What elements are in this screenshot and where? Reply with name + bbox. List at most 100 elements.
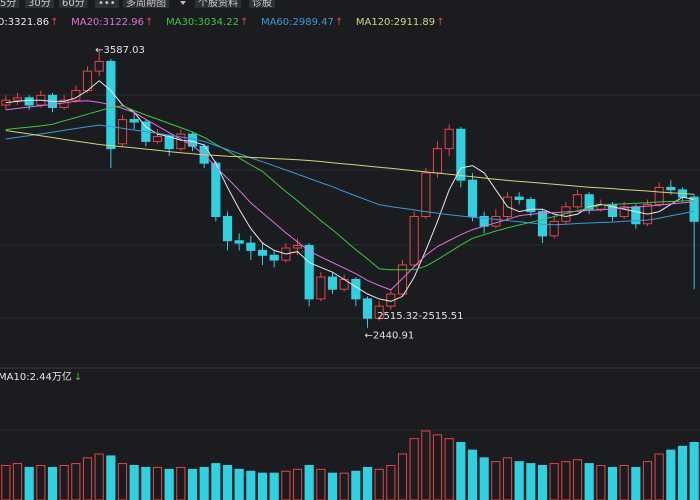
candle-body	[491, 215, 501, 227]
toolbar-button[interactable]: 多周期图	[126, 0, 166, 9]
volume-bar	[292, 468, 303, 500]
volume-bar	[222, 465, 233, 500]
volume-bar	[187, 468, 198, 500]
candle-body	[304, 245, 314, 300]
toolbar-button-bg[interactable]	[95, 0, 119, 8]
volume-bar	[409, 438, 419, 500]
plot: MA10:2.44万亿 ↓ ←3587.03 2515.32-2515.51 ←2440…	[0, 45, 699, 500]
candle-body	[12, 97, 23, 101]
volume-bar	[397, 453, 408, 500]
toolbar-button-bg[interactable]	[59, 0, 88, 8]
candle-body	[666, 186, 676, 191]
ma-line	[5, 100, 695, 291]
candle-body	[654, 186, 664, 205]
volume-bar	[607, 466, 618, 500]
volume-bar	[269, 472, 279, 500]
ma-line	[5, 124, 695, 226]
candle-body	[514, 196, 524, 201]
legend-arrow: ↑	[335, 17, 343, 28]
candle-body	[572, 194, 583, 208]
volume-bar	[234, 468, 244, 500]
candle-body	[456, 128, 466, 181]
candle-body	[362, 298, 373, 319]
volume-bar	[94, 453, 104, 500]
legend-arrow: ↑	[50, 17, 58, 28]
volume-bar	[129, 465, 139, 500]
candle-body	[234, 240, 244, 244]
volume-bar	[467, 449, 478, 500]
toolbar-button-bg[interactable]	[0, 0, 20, 8]
toolbar-button-bg[interactable]	[25, 0, 54, 8]
volume-bar	[327, 472, 338, 500]
ma-line	[5, 80, 695, 302]
volume-bar	[304, 465, 314, 500]
candle-body	[316, 276, 326, 300]
volume-bar	[677, 445, 688, 500]
volume-bar	[59, 465, 69, 500]
candle-body	[421, 172, 431, 217]
volume-bar	[316, 468, 326, 500]
volume-bar	[12, 463, 23, 500]
volume-bar	[339, 472, 349, 500]
candle-body	[432, 148, 443, 174]
volume-bar	[491, 461, 501, 500]
toolbar-button[interactable]: 个股资料	[198, 0, 238, 9]
volume-bar	[561, 461, 571, 500]
dropdown-icon	[180, 1, 186, 5]
toolbar-button[interactable]: 诊股	[252, 0, 272, 9]
volume-bar	[584, 463, 594, 500]
volume-bar	[199, 466, 209, 500]
volume-bar	[689, 442, 699, 500]
toolbar-button-bg[interactable]	[249, 0, 275, 8]
candle-body	[374, 305, 384, 319]
volume-bar	[572, 459, 583, 500]
volume-bar	[642, 461, 653, 500]
volume-bar	[502, 457, 513, 500]
legend-arrow: ↑	[436, 17, 444, 28]
volume-bar	[666, 449, 676, 500]
volume-bar	[362, 466, 373, 500]
volume-legend: MA10:2.44万亿	[0, 370, 72, 383]
volume-bar	[211, 463, 221, 500]
candle-body	[211, 162, 221, 217]
volume-bar	[246, 470, 256, 500]
volume-bar	[82, 457, 93, 500]
candle-body	[117, 119, 128, 145]
candle-body	[397, 264, 408, 295]
volume-bar	[596, 465, 606, 500]
candle-body	[129, 119, 139, 123]
toolbar-button[interactable]: 30分	[28, 0, 51, 9]
toolbar-button[interactable]: •••	[98, 0, 116, 9]
toolbar-button[interactable]: 5分	[0, 0, 16, 9]
candle-body	[549, 220, 559, 237]
volume-bar	[176, 466, 186, 500]
volume-bar	[654, 453, 664, 500]
volume-bar	[374, 468, 384, 500]
candle-body	[584, 194, 594, 210]
candle-body	[619, 206, 629, 217]
candle-body	[526, 199, 536, 213]
toolbar: 5分 30分 60分 ••• 多周期图 个股资料 诊股	[0, 0, 275, 9]
toolbar-button-bg[interactable]	[123, 0, 169, 8]
volume-bar	[537, 465, 548, 500]
candle-body	[292, 245, 303, 249]
volume-bar	[257, 472, 268, 500]
candle-body	[409, 215, 419, 266]
toolbar-button[interactable]: 60分	[62, 0, 85, 9]
candle-body	[467, 179, 478, 217]
legend-entry: 0:3321.86	[0, 17, 49, 28]
volume-bar	[631, 466, 641, 500]
candle-body	[351, 278, 361, 300]
volume-bar	[281, 470, 291, 500]
volume-bar	[106, 455, 116, 500]
volume-bar	[479, 457, 489, 500]
annotation: ←3587.03	[95, 45, 145, 56]
toolbar-button-bg[interactable]	[195, 0, 241, 8]
candle-body	[689, 196, 699, 222]
volume-bar	[432, 434, 443, 500]
candle-body	[327, 276, 338, 290]
volume-bar	[549, 463, 559, 500]
candle-body	[444, 128, 454, 150]
ma-line	[5, 130, 695, 195]
